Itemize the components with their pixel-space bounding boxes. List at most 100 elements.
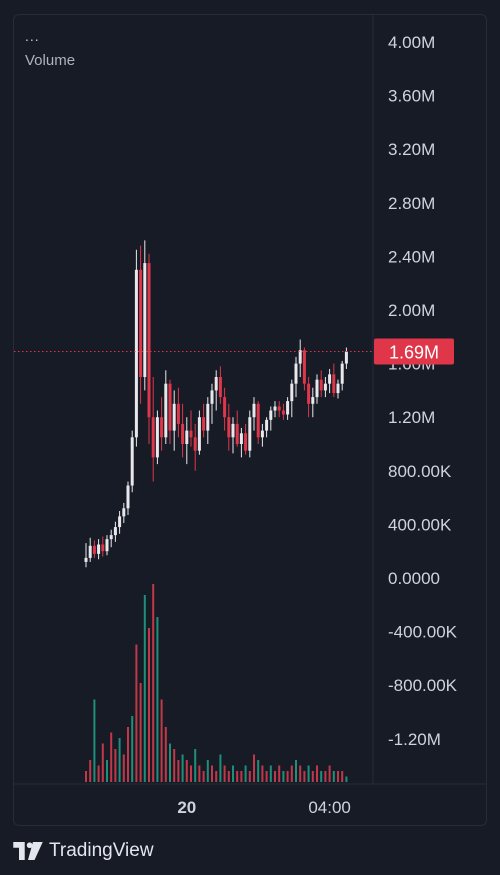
candle-body	[256, 403, 260, 438]
candle-body	[84, 557, 88, 562]
candle-body	[172, 403, 176, 431]
candle-body	[193, 437, 197, 451]
volume-bar	[152, 584, 155, 782]
volume-bar	[101, 743, 104, 782]
candle-body	[344, 351, 348, 364]
candle-body	[118, 516, 122, 528]
volume-bar	[232, 765, 234, 782]
candle-body	[332, 374, 336, 394]
volume-bar	[240, 771, 243, 782]
candle-body	[130, 437, 134, 486]
candle-body	[214, 377, 218, 391]
y-tick-label: 2.00M	[388, 301, 435, 320]
candle-body	[235, 423, 239, 444]
x-tick-label: 04:00	[308, 798, 351, 817]
candle-body	[151, 417, 155, 458]
volume-bar	[135, 644, 138, 782]
volume-bar	[160, 699, 163, 782]
candle-body	[105, 539, 109, 552]
volume-bar	[320, 771, 323, 782]
volume-bar	[97, 765, 100, 782]
y-tick-label: 400.00K	[388, 515, 452, 534]
y-tick-label: 2.40M	[388, 247, 435, 266]
volume-bar	[181, 754, 184, 782]
candle-body	[307, 383, 311, 404]
candle-body	[109, 535, 113, 540]
volume-bar	[261, 765, 264, 782]
volume-bar	[169, 743, 171, 782]
candle-body	[340, 363, 344, 384]
volume-bar	[127, 727, 129, 782]
y-tick-label: 800.00K	[388, 462, 452, 481]
candle-body	[155, 417, 159, 458]
y-tick-label: 0.0000	[388, 569, 440, 588]
candle-body	[160, 417, 164, 438]
volume-bar	[337, 771, 339, 782]
candle-body	[319, 379, 323, 391]
candle-body	[218, 377, 222, 398]
indicator-menu-dots[interactable]: ...	[25, 28, 40, 44]
volume-bar	[131, 716, 134, 782]
volume-bar	[206, 760, 209, 782]
volume-bar	[227, 771, 230, 782]
y-tick-label: 2.80M	[388, 194, 435, 213]
volume-indicator-label: Volume	[25, 52, 76, 69]
volume-bar	[328, 765, 331, 782]
y-tick-label: -400.00K	[388, 623, 458, 642]
candle-body	[315, 379, 319, 398]
volume-bar	[164, 727, 167, 782]
volume-bar	[156, 617, 159, 782]
candle-body	[323, 383, 327, 391]
candle-body	[185, 430, 189, 444]
volume-bar	[265, 771, 268, 782]
volume-bar	[278, 765, 281, 782]
candle-body	[223, 397, 227, 418]
candle-body	[248, 417, 252, 451]
volume-bar	[194, 749, 197, 782]
volume-bar	[299, 765, 302, 782]
y-tick-label: -800.00K	[388, 676, 458, 695]
candle-body	[168, 383, 172, 431]
volume-bar	[89, 760, 92, 782]
tradingview-name: TradingView	[49, 840, 154, 861]
volume-bar	[324, 771, 327, 782]
tradingview-logo-icon	[13, 842, 43, 860]
tradingview-brand[interactable]: TradingView	[13, 840, 154, 862]
candle-body	[290, 383, 294, 402]
candle-body	[265, 419, 269, 431]
candle-body	[277, 406, 281, 411]
candle-body	[244, 433, 248, 451]
y-tick-label: 4.00M	[388, 33, 435, 52]
candle-body	[101, 544, 105, 552]
volume-bar	[177, 760, 180, 782]
y-tick-label: 3.60M	[388, 87, 435, 106]
current-price-badge	[374, 338, 454, 365]
volume-bar	[122, 754, 125, 782]
candle-body	[143, 263, 147, 377]
volume-bar	[223, 765, 226, 782]
candle-body	[336, 383, 340, 394]
volume-bar	[253, 754, 255, 782]
volume-bar	[118, 738, 121, 782]
volume-bar	[341, 771, 344, 782]
candle-body	[286, 401, 290, 415]
candle-body	[298, 350, 302, 364]
y-tick-label: 1.20M	[388, 408, 435, 427]
candle-body	[176, 403, 180, 424]
volume-bar	[215, 771, 218, 782]
volume-bar	[198, 765, 201, 782]
candle-body	[92, 545, 96, 554]
candle-body	[210, 390, 214, 404]
candle-body	[126, 485, 130, 509]
candle-body	[202, 417, 206, 431]
candle-body	[252, 403, 256, 418]
volume-bar	[185, 760, 188, 782]
candle-body	[281, 410, 285, 415]
x-tick-label: 20	[177, 798, 196, 817]
y-tick-label: -1.20M	[388, 730, 441, 749]
candle-body	[206, 403, 210, 431]
volume-bar	[332, 771, 335, 782]
volume-bar	[106, 760, 108, 782]
volume-bar	[236, 771, 239, 782]
